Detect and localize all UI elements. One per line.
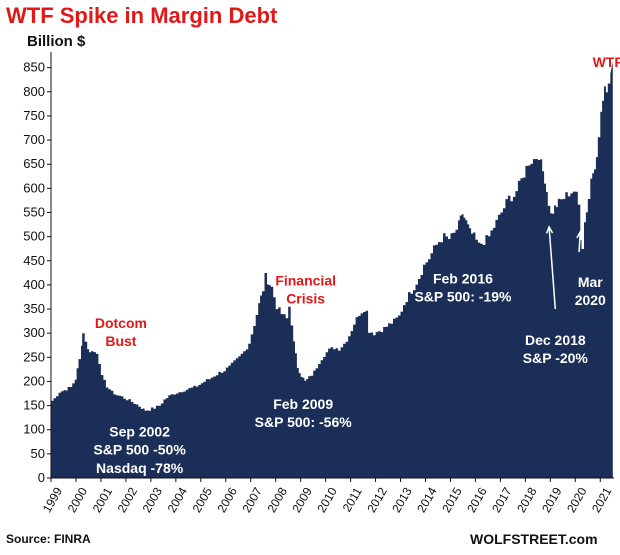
annotation-arrow-line [548,226,557,310]
annotation-text: Crisis [286,291,325,307]
y-tick-label: 300 [23,325,45,340]
x-tick-label: 2007 [239,485,265,515]
y-tick-label: 200 [23,373,45,388]
x-tick-label: 1999 [40,485,66,515]
y-tick-label: 450 [23,253,45,268]
annotation-arrow-line [578,231,582,253]
annotation-text: Sep 2002 [109,423,170,439]
annotation-text: Bust [105,333,136,349]
y-tick-label: 650 [23,156,45,171]
y-tick-label: 50 [31,446,45,461]
annotation-text: Dec 2018 [525,332,586,348]
annotation-text: Feb 2009 [273,396,333,412]
brand-watermark: WOLFSTREET.com [470,531,598,547]
y-tick-label: 0 [38,470,45,485]
x-tick-label: 2019 [539,485,565,515]
x-tick-label: 2016 [464,485,490,515]
y-tick-label: 100 [23,422,45,437]
annotation-arrows [545,225,584,310]
annotation-text: S&P 500: -56% [255,414,353,430]
x-tick-label: 2009 [289,485,315,515]
x-tick-label: 2011 [340,485,365,515]
annotation-text: Dotcom [95,315,147,331]
y-tick-label: 350 [23,301,45,316]
y-tick-label: 150 [23,398,45,413]
y-tick-label: 600 [23,180,45,195]
x-tick-label: 2018 [514,485,540,515]
annotation-text: 2020 [575,292,606,308]
x-tick-label: 2014 [414,485,440,515]
y-tick-label: 750 [23,108,45,123]
annotation-text: Nasdaq -78% [96,460,184,476]
annotation-arrow-head [576,230,584,239]
y-tick-label: 400 [23,277,45,292]
x-tick-label: 2012 [364,485,390,515]
y-tick-label: 700 [23,132,45,147]
x-tick-label: 2013 [389,485,415,515]
y-tick-label: 850 [23,60,45,75]
annotation-text: Financial [275,272,336,288]
x-tick-label: 2005 [190,485,216,515]
x-tick-label: 2003 [140,485,166,515]
y-tick-label: 800 [23,84,45,99]
annotation-arrow-head [545,225,554,234]
x-tick-label: 2006 [215,485,241,515]
x-axis-ticks: 1999 2000 2001 2002 2003 2004 2005 2006 2007 2008… [40,478,615,515]
x-tick-label: 2008 [264,485,290,515]
x-tick-label: 2020 [564,485,590,515]
annotation-text: Mar [578,274,603,290]
y-axis-ticks: 0 50 100 150 200 250 300 350 400 450 500 550 600 650 7… [23,60,51,485]
y-tick-label: 500 [23,229,45,244]
annotation-text: S&P 500: -19% [414,289,512,305]
annotation-text: S&P 500 -50% [93,442,186,458]
source-note: Source: FINRA [6,532,91,546]
y-tick-label: 550 [23,204,45,219]
y-tick-label: 250 [23,349,45,364]
chart-title: WTF Spike in Margin Debt [6,3,278,28]
chart-annotations: WTF Dotcom Bust Financial Crisis Sep 2002 S&P … [93,54,620,476]
x-tick-label: 2021 [589,485,615,515]
x-tick-label: 2002 [115,485,141,515]
annotation-text: Feb 2016 [433,270,493,286]
x-tick-label: 2017 [489,485,515,515]
x-tick-label: 2000 [65,485,91,515]
y-axis-unit-label: Billion $ [27,33,86,50]
annotation-text: WTF [593,54,620,70]
annotation-text: S&P -20% [523,350,589,366]
x-tick-label: 2004 [165,485,191,515]
x-tick-label: 2015 [439,485,465,515]
x-tick-label: 2010 [314,485,340,515]
margin-debt-area [51,61,613,479]
x-tick-label: 2001 [90,485,116,515]
